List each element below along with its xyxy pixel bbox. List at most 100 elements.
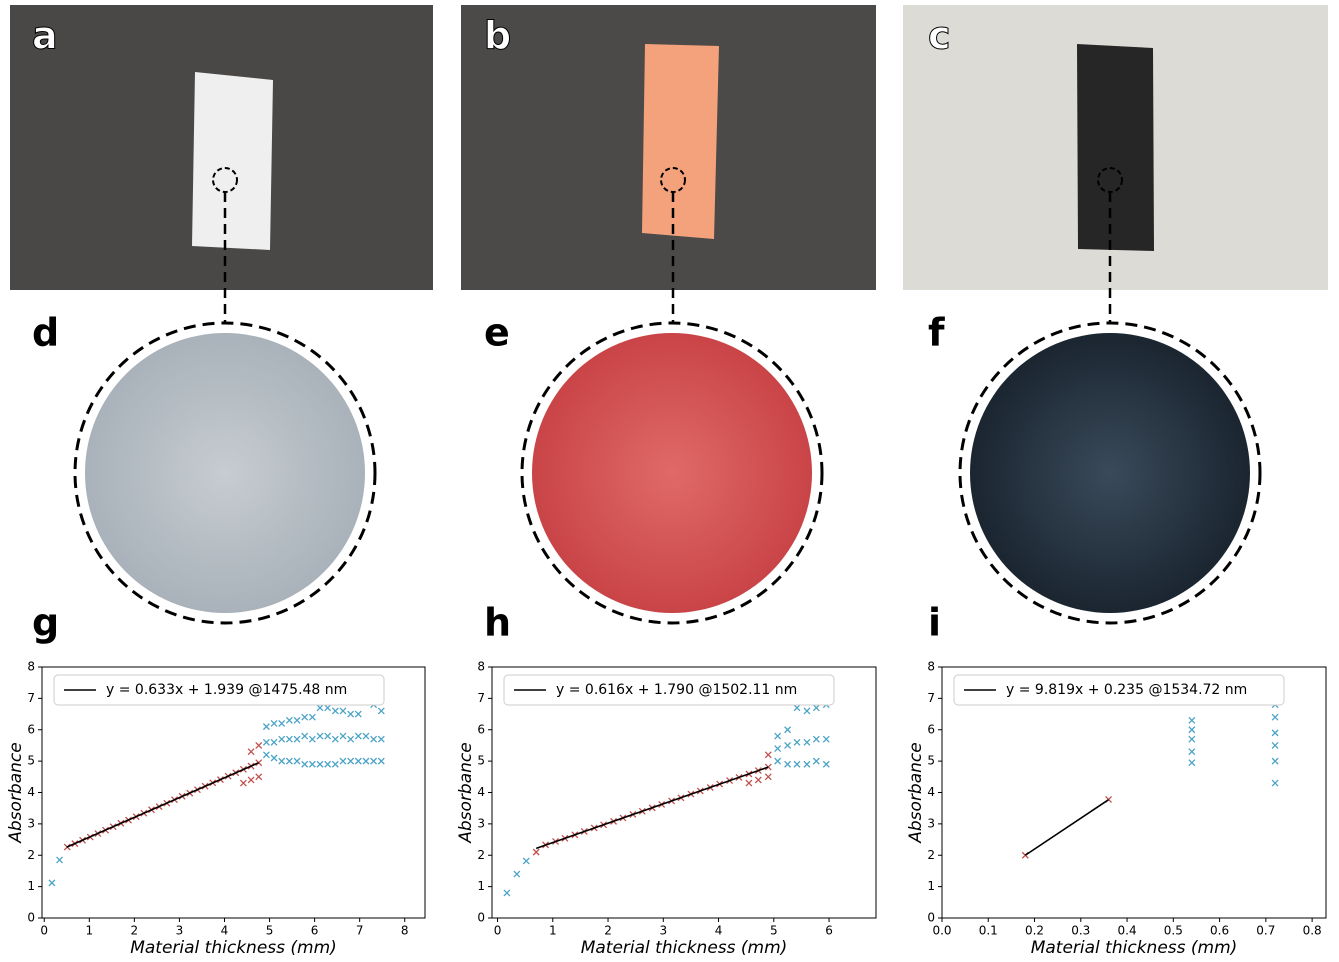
data-point xyxy=(371,736,377,742)
x-tick-label: 6 xyxy=(825,924,833,938)
x-tick-label: 0.8 xyxy=(1303,924,1322,938)
data-point xyxy=(533,849,539,855)
data-point xyxy=(325,705,331,711)
data-point xyxy=(348,711,354,717)
data-point xyxy=(325,733,331,739)
data-point xyxy=(823,761,829,767)
data-point xyxy=(302,761,308,767)
x-tick-label: 0.5 xyxy=(1164,924,1183,938)
data-point xyxy=(775,746,781,752)
legend-label: y = 0.616x + 1.790 @1502.11 nm xyxy=(556,682,797,698)
data-point xyxy=(1189,749,1195,755)
data-point xyxy=(294,758,300,764)
y-tick-label: 7 xyxy=(927,691,935,705)
data-point xyxy=(813,736,819,742)
x-tick-label: 0 xyxy=(40,924,48,938)
data-point xyxy=(332,708,338,714)
panel-label: a xyxy=(32,14,58,58)
y-tick-label: 4 xyxy=(927,785,935,799)
data-point xyxy=(271,739,277,745)
y-tick-label: 2 xyxy=(477,848,485,862)
panel-label: d xyxy=(32,311,59,355)
x-tick-label: 6 xyxy=(311,924,319,938)
data-point xyxy=(378,758,384,764)
data-point xyxy=(309,736,315,742)
y-tick-label: 5 xyxy=(927,754,935,768)
panel-label: g xyxy=(32,601,59,645)
x-tick-label: 4 xyxy=(221,924,229,938)
paper-black xyxy=(1077,44,1154,251)
data-point xyxy=(1189,760,1195,766)
y-tick-label: 3 xyxy=(27,816,35,830)
data-point xyxy=(378,736,384,742)
x-tick-label: 1 xyxy=(549,924,557,938)
y-tick-label: 7 xyxy=(477,691,485,705)
panel-label: i xyxy=(928,601,941,645)
data-point xyxy=(49,880,55,886)
data-point xyxy=(271,720,277,726)
y-tick-label: 4 xyxy=(27,785,35,799)
y-tick-label: 3 xyxy=(477,816,485,830)
data-point xyxy=(371,758,377,764)
x-axis-label: Material thickness (mm) xyxy=(1031,938,1238,958)
data-point xyxy=(755,777,761,783)
data-point xyxy=(317,705,323,711)
data-point xyxy=(775,758,781,764)
data-point xyxy=(1189,727,1195,733)
panel-label: b xyxy=(484,14,511,58)
x-tick-label: 0.0 xyxy=(932,924,951,938)
micro-row xyxy=(75,323,1260,623)
fit-line xyxy=(67,763,259,847)
data-point xyxy=(765,774,771,780)
fit-line xyxy=(1025,800,1108,856)
data-point xyxy=(504,890,510,896)
data-point xyxy=(294,736,300,742)
data-point xyxy=(378,708,384,714)
panel-label: c xyxy=(928,14,951,58)
panel-label: e xyxy=(484,311,510,355)
x-tick-label: 2 xyxy=(604,924,612,938)
data-point xyxy=(286,717,292,723)
data-point xyxy=(813,758,819,764)
panel-label: f xyxy=(928,311,945,355)
data-point xyxy=(348,758,354,764)
y-tick-label: 2 xyxy=(27,848,35,862)
data-point xyxy=(302,714,308,720)
data-point xyxy=(279,736,285,742)
data-point xyxy=(355,711,361,717)
data-point xyxy=(294,717,300,723)
micro-e xyxy=(532,333,812,613)
data-point xyxy=(57,857,63,863)
micro-d xyxy=(85,333,365,613)
y-tick-label: 8 xyxy=(27,660,35,674)
data-point xyxy=(804,739,810,745)
fit-line xyxy=(536,767,768,848)
data-point xyxy=(823,736,829,742)
x-tick-label: 8 xyxy=(401,924,409,938)
data-point xyxy=(1272,742,1278,748)
x-axis-label: Material thickness (mm) xyxy=(581,938,788,958)
data-point xyxy=(240,780,246,786)
x-tick-label: 5 xyxy=(770,924,778,938)
panel-label: h xyxy=(484,601,511,645)
x-tick-label: 0.3 xyxy=(1071,924,1090,938)
photo-row xyxy=(10,5,1328,323)
data-point xyxy=(348,736,354,742)
data-point xyxy=(1272,758,1278,764)
data-point xyxy=(332,736,338,742)
x-tick-label: 0.1 xyxy=(979,924,998,938)
data-point xyxy=(1272,714,1278,720)
x-tick-label: 4 xyxy=(715,924,723,938)
paper-orange xyxy=(642,44,719,239)
data-point xyxy=(263,739,269,745)
data-point xyxy=(785,727,791,733)
data-point xyxy=(340,758,346,764)
x-tick-label: 5 xyxy=(266,924,274,938)
data-point xyxy=(785,742,791,748)
figure: a b c d e f g h i 012345678012345678Mate… xyxy=(0,0,1339,962)
data-point xyxy=(279,758,285,764)
y-axis-label: Absorbance xyxy=(6,742,26,843)
data-point xyxy=(363,733,369,739)
data-point xyxy=(256,742,262,748)
